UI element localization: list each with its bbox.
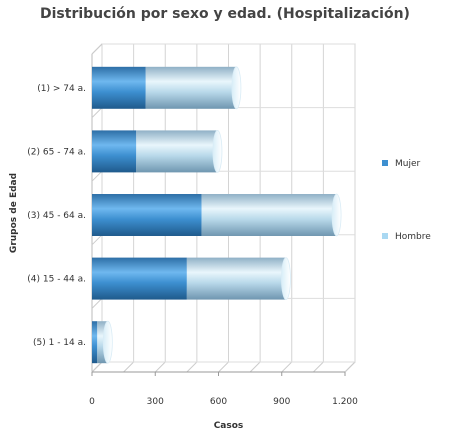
gridline-h-wall	[91, 107, 103, 118]
bar-mujer-2	[92, 130, 137, 173]
gridline-h-wall	[91, 298, 103, 309]
y-tick-label: (5) 1 - 14 a.	[33, 338, 86, 348]
gridline-h-wall	[91, 234, 103, 246]
gridline-h-wall	[91, 361, 103, 373]
x-tick-label: 600	[210, 397, 227, 407]
bar-end-cap-3	[331, 193, 342, 237]
bar-end-cap-1	[231, 66, 242, 110]
bar-hombre-5	[97, 321, 108, 364]
y-tick-label: (4) 15 - 44 a.	[27, 275, 86, 285]
gridline-h-wall	[91, 170, 103, 182]
x-axis-title: Casos	[214, 421, 244, 431]
legend-label-hombre: Hombre	[395, 232, 431, 242]
x-tick-label: 1.200	[332, 397, 358, 407]
bar-hombre-2	[136, 130, 218, 173]
bar-hombre-4	[186, 257, 286, 300]
y-tick-label: (1) > 74 a.	[37, 84, 86, 94]
gridline-floor	[281, 361, 293, 373]
y-tick-label: (2) 65 - 74 a.	[27, 147, 86, 157]
x-tick-label: 0	[89, 397, 95, 407]
gridline-floor	[313, 361, 324, 373]
gridline-floor	[123, 361, 134, 373]
bar-mujer-5	[92, 321, 98, 364]
gridline-floor	[218, 361, 229, 373]
y-tick-label: (3) 45 - 64 a.	[27, 211, 86, 221]
x-tick-label: 900	[273, 397, 290, 407]
gridline-floor	[249, 361, 261, 373]
bar-hombre-1	[145, 66, 237, 109]
bar-end-cap-2	[212, 130, 223, 173]
chart-title: Distribución por sexo y edad. (Hospitali…	[40, 6, 410, 22]
bar-end-cap-5	[102, 320, 113, 364]
bar-hombre-3	[201, 194, 337, 236]
bar-mujer-3	[92, 194, 202, 236]
gridline-floor	[186, 361, 198, 373]
gridline-floor	[154, 361, 166, 373]
legend-swatch-hombre	[382, 233, 388, 239]
gridline-h-wall	[91, 43, 103, 55]
gridline-floor	[344, 361, 356, 373]
legend-swatch-mujer	[382, 160, 388, 166]
bar-mujer-1	[92, 66, 146, 109]
bar-end-cap-4	[281, 257, 291, 300]
legend-label-mujer: Mujer	[395, 159, 421, 169]
bar-mujer-4	[92, 257, 187, 300]
y-axis-title: Grupos de Edad	[9, 173, 19, 253]
x-tick-label: 300	[147, 397, 164, 407]
